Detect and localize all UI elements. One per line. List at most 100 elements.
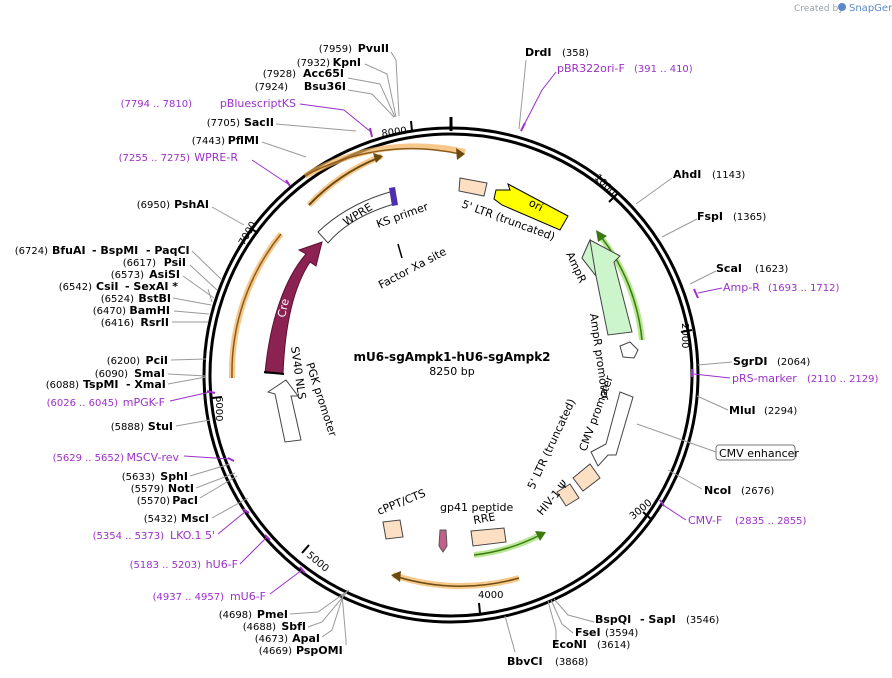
cmv-enhancer-box[interactable] (715, 444, 796, 461)
svg-text:(6090): (6090) (95, 369, 128, 380)
enzyme-msci[interactable]: (5432) MscI (144, 497, 249, 525)
enzyme-bsu36i[interactable]: (7924) Bsu36I (255, 80, 395, 118)
enzyme-noti[interactable]: (5579) NotI (131, 472, 236, 495)
ltr5-top-feature[interactable] (458, 177, 488, 197)
rre-feature[interactable] (470, 527, 507, 547)
svg-text:(2294): (2294) (764, 406, 797, 417)
cre-feature[interactable] (264, 241, 323, 375)
primer-prs-marker[interactable]: pRS-marker (2110 .. 2129) (691, 369, 879, 385)
primer-amp-r[interactable]: Amp-R (1693 .. 1712) (693, 281, 840, 299)
svg-text:mU6-F: mU6-F (230, 590, 266, 603)
primer-pbr322ori-f[interactable]: pBR322ori-F (391 .. 410) (520, 62, 693, 132)
enzyme-stui[interactable]: (5888) StuI (111, 419, 211, 433)
pgk-promoter-feature[interactable] (266, 379, 302, 443)
svg-text:mPGK-F: mPGK-F (123, 396, 165, 409)
rre-label: RRE (472, 510, 496, 527)
inner-orange-arrowhead (373, 153, 383, 163)
enzyme-drdi[interactable]: DrdI (358) (518, 46, 589, 130)
enzyme-fspi[interactable]: FspI (1365) (661, 210, 766, 238)
gp41-feature[interactable] (438, 529, 448, 553)
svg-text:(391 .. 410): (391 .. 410) (634, 64, 693, 75)
ori-feature[interactable] (493, 182, 569, 231)
enzyme-bbvci[interactable]: BbvCI (3868) (504, 615, 588, 668)
ampr-arrowhead (581, 238, 597, 277)
enzyme-pvuii[interactable]: (7959) PvuII (319, 42, 400, 117)
primer-cmv-f[interactable]: CMV-F (2835 .. 2855) (659, 499, 807, 527)
enzyme-kpni[interactable]: (7932) KpnI (297, 56, 397, 118)
plasmid-size: 8250 bp (429, 365, 474, 378)
enzyme-sgrdi[interactable]: SgrDI (2064) (697, 355, 810, 368)
svg-text:(6617): (6617) (123, 258, 156, 269)
primer-pbluescriptks[interactable]: (7794 .. 7810) pBluescriptKS (121, 97, 373, 138)
enzyme-econi[interactable]: EcoNI (3614) (547, 600, 630, 651)
enzyme-psii[interactable]: (6617) PsiI (123, 256, 218, 291)
enzyme-csii[interactable]: (6542) CsiI - SexAI * (59, 280, 213, 303)
ks-primer-feature[interactable] (389, 187, 398, 206)
enzyme-apai[interactable]: (4673) ApaI (255, 592, 345, 645)
enzyme-ahdi[interactable]: AhdI (1143) (635, 168, 745, 205)
primer-wpre-r[interactable]: (7255 .. 7275) WPRE-R (119, 151, 291, 187)
svg-text:(7959): (7959) (319, 44, 352, 55)
svg-text:- PaqCI: - PaqCI (146, 244, 190, 257)
enzyme-fsei[interactable]: FseI (3594) (550, 599, 638, 639)
cmv-promoter-feature[interactable] (590, 391, 634, 467)
ltr5-right-feature[interactable] (572, 463, 601, 492)
svg-text:(6524): (6524) (101, 294, 134, 305)
credit-brand: SnapGene (849, 3, 892, 14)
primer-mu6-f[interactable]: (4937 .. 4957) mU6-F (153, 566, 306, 603)
primer-mpgk-f[interactable]: (6026 .. 6045) mPGK-F (47, 390, 216, 409)
enzyme-rsrii[interactable]: (6416) RsrII (101, 316, 208, 329)
svg-text:WPRE-R: WPRE-R (194, 151, 238, 164)
enzyme-bamhi[interactable]: (6470) BamHI (93, 304, 210, 317)
ampr-promoter-feature[interactable] (619, 341, 639, 359)
enzyme-asisi[interactable]: (6573) AsiSI (111, 268, 215, 299)
primer-hu6-f[interactable]: (5183 .. 5203) hU6-F (130, 534, 271, 571)
svg-text:BbvCI: BbvCI (507, 655, 543, 668)
enzyme-acc65i[interactable]: (7928) Acc65I (263, 67, 396, 118)
svg-text:RsrII: RsrII (140, 316, 169, 329)
enzyme-psppomi[interactable]: (4669) PspOMI (259, 593, 347, 657)
svg-text:MscI: MscI (181, 512, 209, 525)
svg-text:(3546): (3546) (686, 615, 719, 626)
hiv-psi-feature[interactable] (556, 483, 580, 507)
enzyme-tspmi[interactable]: (6088) TspMI - XmaI (46, 376, 207, 391)
enzyme-ncoi[interactable]: NcoI (2676) (667, 469, 774, 497)
cppt-feature[interactable] (382, 519, 404, 540)
ampr-feature[interactable] (581, 239, 633, 336)
enzyme-paci[interactable]: (5570) PacI (137, 475, 238, 507)
svg-text:BspQI: BspQI (595, 613, 631, 626)
enzyme-sacii[interactable]: (7705) SacII (207, 116, 357, 132)
primer-mscv-rev[interactable]: (5629 .. 5652) MSCV-rev (53, 451, 235, 464)
svg-text:PacI: PacI (172, 494, 198, 507)
enzyme-pcii[interactable]: (6200) PciI (107, 354, 207, 367)
enzyme-sphi[interactable]: (5633) SphI (122, 463, 231, 483)
enzyme-bfuai[interactable]: (6724) BfuAI - BspMI - PaqCI (15, 244, 223, 281)
svg-text:(4669): (4669) (259, 646, 292, 657)
enzyme-bstbi[interactable]: (6524) BstBI (101, 292, 212, 306)
svg-text:(4937 .. 4957): (4937 .. 4957) (153, 592, 225, 603)
tick-6000: 6000 (211, 396, 224, 421)
tick-label: 4000 (478, 590, 503, 601)
svg-text:- BspMI: - BspMI (92, 244, 138, 257)
enzyme-smai[interactable]: (6090) SmaI (95, 367, 207, 380)
svg-text:(4688): (4688) (243, 622, 276, 633)
svg-text:Amp-R: Amp-R (723, 281, 760, 294)
primer-lko1-5[interactable]: (5354 .. 5373) LKO.1 5' (93, 508, 250, 542)
enzyme-scai[interactable]: ScaI (1623) (689, 262, 788, 285)
svg-text:(6470): (6470) (93, 306, 126, 317)
enzyme-sbfi[interactable]: (4688) SbfI (243, 591, 348, 633)
enzyme-pmei[interactable]: (4698) PmeI (219, 589, 350, 621)
svg-text:PciI: PciI (146, 354, 168, 367)
tick-2000: 2000 (679, 323, 693, 348)
svg-text:(1143): (1143) (712, 170, 745, 181)
enzyme-mlui[interactable]: MluI (2294) (696, 395, 797, 417)
enzyme-pshai[interactable]: (6950) PshAI (137, 198, 245, 226)
svg-text:(6416): (6416) (101, 318, 134, 329)
enzyme-bspqi-sapi[interactable]: BspQI - SapI (3546) (553, 598, 719, 626)
svg-text:SbfI: SbfI (281, 620, 306, 633)
svg-text:(7928): (7928) (263, 69, 296, 80)
sv40-nls-feature[interactable] (263, 371, 285, 375)
factor-xa-feature[interactable] (397, 243, 403, 259)
enzyme-pflmi[interactable]: (7443) PflMI (192, 134, 307, 158)
